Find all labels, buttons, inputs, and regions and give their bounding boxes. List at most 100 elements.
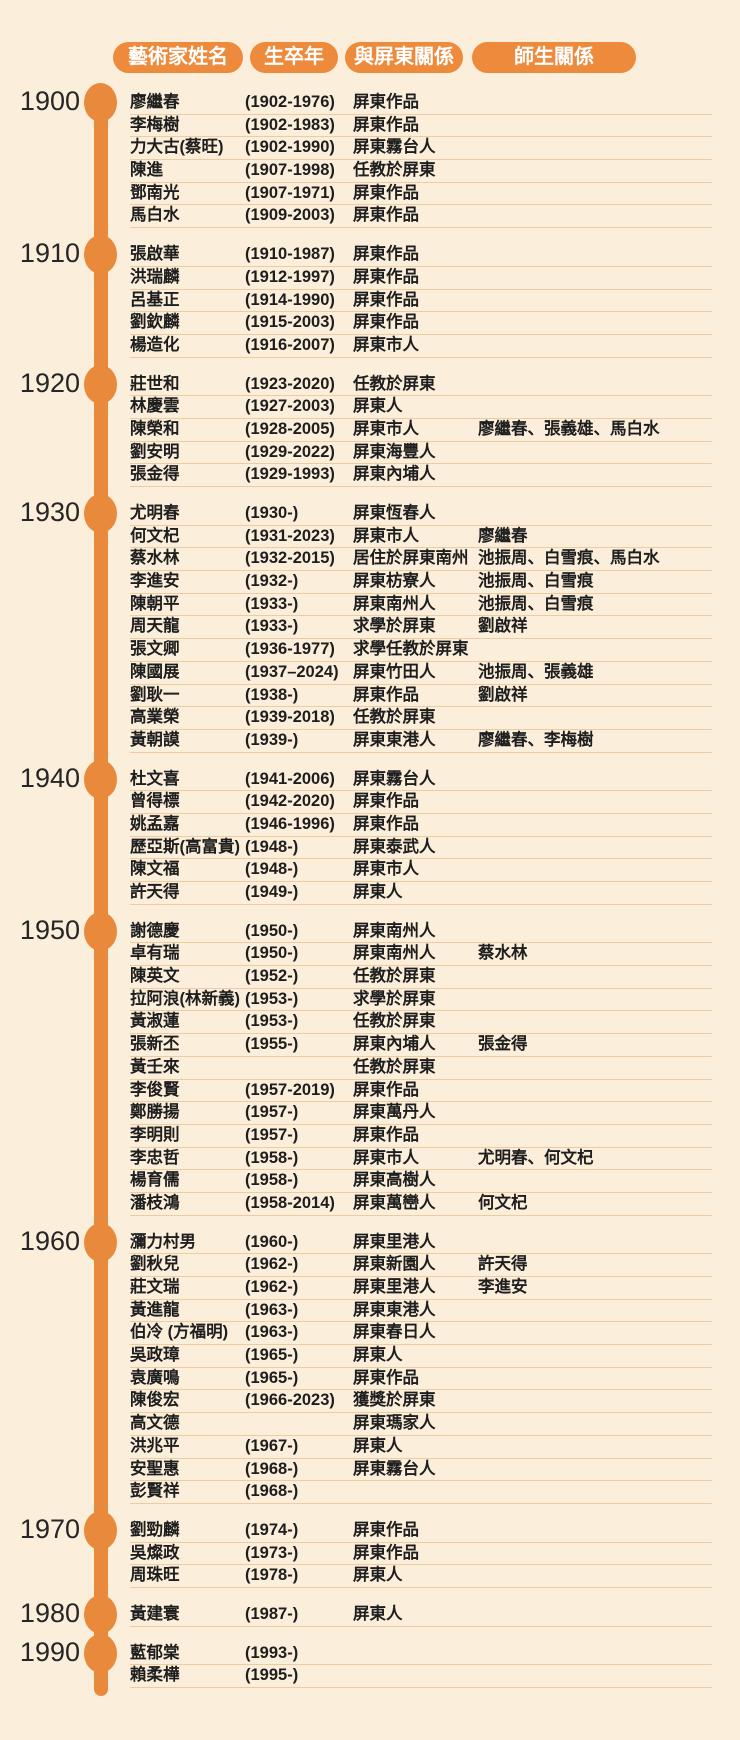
cell-name: 陳文福 xyxy=(130,860,180,879)
table-row: 彭賢祥 (1968-) xyxy=(130,1481,712,1504)
cell-teachers xyxy=(478,1459,712,1481)
decade-group: 1970 劉勁麟 (1974-) 屏東作品 吳燦政 (1973-) 屏東作品 周珠旺 (197… xyxy=(20,1510,712,1588)
cell-years: (1936-1977) xyxy=(245,640,335,659)
cell-years: (1967-) xyxy=(245,1436,299,1455)
decade-group: 1930 尤明春 (1930-) 屏東恆春人 何文杞 (1931-2023) 屏東市人 廖繼… xyxy=(20,494,712,753)
table-row: 伯冷 (方福明) (1963-) 屏東春日人 xyxy=(130,1322,712,1346)
cell-teachers xyxy=(478,1102,712,1124)
cell-years: (1923-2020) xyxy=(245,374,335,393)
cell-relation: 屏東霧台人 xyxy=(353,1459,436,1478)
cell-relation: 屏東里港人 xyxy=(353,1232,436,1251)
cell-years: (1952-) xyxy=(245,967,299,986)
cell-teachers xyxy=(478,1565,712,1587)
table-row: 劉欽麟 (1915-2003) 屏東作品 xyxy=(130,312,712,335)
table-row: 周天龍 (1933-) 求學於屏東 劉啟祥 xyxy=(130,616,712,640)
group-rows: 莊世和 (1923-2020) 任教於屏東 林慶雲 (1927-2003) 屏東人 陳榮和 (… xyxy=(130,374,712,487)
table-row: 陳國展 (1937–2024) 屏東竹田人 池振周、張義雄 xyxy=(130,662,712,685)
cell-name: 高業榮 xyxy=(130,708,180,727)
decade-group: 1910 張啟華 (1910-1987) 屏東作品 洪瑞麟 (1912-1997) 屏東作… xyxy=(20,235,712,358)
cell-teachers xyxy=(478,1057,712,1079)
cell-relation: 屏東新園人 xyxy=(353,1255,436,1274)
table-row: 陳榮和 (1928-2005) 屏東市人 廖繼春、張義雄、馬白水 xyxy=(130,419,712,442)
cell-teachers: 劉啟祥 xyxy=(478,617,528,636)
group-rows: 黃建寰 (1987-) 屏東人 xyxy=(130,1604,712,1627)
table-row: 拉阿浪(林新義) (1953-) 求學於屏東 xyxy=(130,989,712,1012)
decade-group: 1950 謝德慶 (1950-) 屏東南州人 卓有瑞 (1950-) 屏東南州人 蔡水林 陳英… xyxy=(20,911,712,1216)
cell-years: (1987-) xyxy=(245,1604,299,1623)
cell-teachers xyxy=(478,707,712,729)
cell-teachers xyxy=(478,1368,712,1390)
cell-name: 陳進 xyxy=(130,161,163,180)
cell-relation: 屏東作品 xyxy=(353,792,419,811)
cell-years: (1957-2019) xyxy=(245,1080,335,1099)
cell-name: 尤明春 xyxy=(130,504,180,522)
table-row: 曾得標 (1942-2020) 屏東作品 xyxy=(130,791,712,814)
cell-name: 劉安明 xyxy=(130,442,180,461)
cell-years: (1966-2023) xyxy=(245,1391,335,1410)
table-row: 鄭勝揚 (1957-) 屏東萬丹人 xyxy=(130,1102,712,1125)
cell-relation: 屏東人 xyxy=(353,1346,403,1365)
cell-name: 安聖惠 xyxy=(130,1459,180,1478)
cell-relation: 屏東作品 xyxy=(353,267,419,286)
cell-years: (1993-) xyxy=(245,1643,299,1662)
cell-relation: 屏東恆春人 xyxy=(353,504,436,522)
decade-label: 1990 xyxy=(19,1636,80,1667)
decade-marker-dot xyxy=(84,1222,117,1262)
cell-relation: 屏東作品 xyxy=(353,245,419,264)
cell-teachers xyxy=(478,814,712,836)
cell-years: (1932-) xyxy=(245,572,299,591)
table-row: 劉安明 (1929-2022) 屏東海豐人 xyxy=(130,442,712,465)
cell-name: 杜文喜 xyxy=(130,769,180,788)
cell-teachers xyxy=(478,160,712,182)
cell-years: (1957-) xyxy=(245,1125,299,1144)
cell-name: 拉阿浪(林新義) xyxy=(130,989,240,1008)
table-row: 黃進龍 (1963-) 屏東東港人 xyxy=(130,1300,712,1323)
cell-years: (1962-) xyxy=(245,1278,299,1296)
table-row: 楊育儒 (1958-) 屏東高樹人 xyxy=(130,1170,712,1193)
cell-years: (1942-2020) xyxy=(245,792,335,811)
table-row: 陳俊宏 (1966-2023) 獲獎於屏東 xyxy=(130,1390,712,1414)
cell-name: 藍郁棠 xyxy=(130,1643,180,1662)
cell-relation: 屏東瑪家人 xyxy=(353,1414,436,1433)
cell-name: 周天龍 xyxy=(130,617,180,636)
table-row: 高業榮 (1939-2018) 任教於屏東 xyxy=(130,707,712,730)
table-row: 張金得 (1929-1993) 屏東內埔人 xyxy=(130,464,712,487)
cell-teachers xyxy=(478,1345,712,1367)
cell-relation: 屏東市人 xyxy=(353,526,419,545)
cell-name: 李進安 xyxy=(130,572,180,591)
cell-relation: 屏東竹田人 xyxy=(353,662,436,681)
table-row: 林慶雲 (1927-2003) 屏東人 xyxy=(130,396,712,419)
cell-teachers: 李進安 xyxy=(478,1278,528,1296)
decade-marker-dot xyxy=(84,235,117,275)
table-row: 馬白水 (1909-2003) 屏東作品 xyxy=(130,205,712,229)
table-row: 洪瑞麟 (1912-1997) 屏東作品 xyxy=(130,267,712,290)
cell-relation xyxy=(353,1643,478,1665)
cell-relation: 屏東市人 xyxy=(353,335,419,354)
cell-years: (1915-2003) xyxy=(245,313,335,332)
cell-name: 賴柔樺 xyxy=(130,1666,180,1685)
cell-name: 陳榮和 xyxy=(130,419,180,438)
cell-teachers xyxy=(478,1665,712,1687)
cell-teachers: 池振周、白雪痕、馬白水 xyxy=(478,549,660,568)
column-header-artist-name: 藝術家姓名 xyxy=(113,42,243,73)
table-row: 洪兆平 (1967-) 屏東人 xyxy=(130,1436,712,1459)
cell-teachers xyxy=(478,244,712,266)
cell-name: 黃朝謨 xyxy=(130,730,180,749)
cell-years: (1902-1983) xyxy=(245,115,335,134)
cell-name: 張新丕 xyxy=(130,1035,180,1054)
cell-relation: 屏東海豐人 xyxy=(353,442,436,461)
table-row: 杜文喜 (1941-2006) 屏東霧台人 xyxy=(130,769,712,792)
table-row: 李進安 (1932-) 屏東枋寮人 池振周、白雪痕 xyxy=(130,571,712,594)
cell-years: (1916-2007) xyxy=(245,335,335,354)
cell-teachers xyxy=(478,442,712,464)
cell-name: 劉勁麟 xyxy=(130,1520,180,1539)
cell-relation: 求學任教於屏東 xyxy=(353,640,469,659)
cell-teachers xyxy=(478,267,712,289)
cell-teachers: 廖繼春、張義雄、馬白水 xyxy=(478,419,660,438)
table-row: 何文杞 (1931-2023) 屏東市人 廖繼春 xyxy=(130,526,712,549)
cell-relation: 屏東作品 xyxy=(353,93,419,111)
cell-teachers xyxy=(478,837,712,859)
cell-name: 陳國展 xyxy=(130,662,180,681)
table-row: 莊文瑞 (1962-) 屏東里港人 李進安 xyxy=(130,1277,712,1300)
table-row: 鄧南光 (1907-1971) 屏東作品 xyxy=(130,183,712,206)
